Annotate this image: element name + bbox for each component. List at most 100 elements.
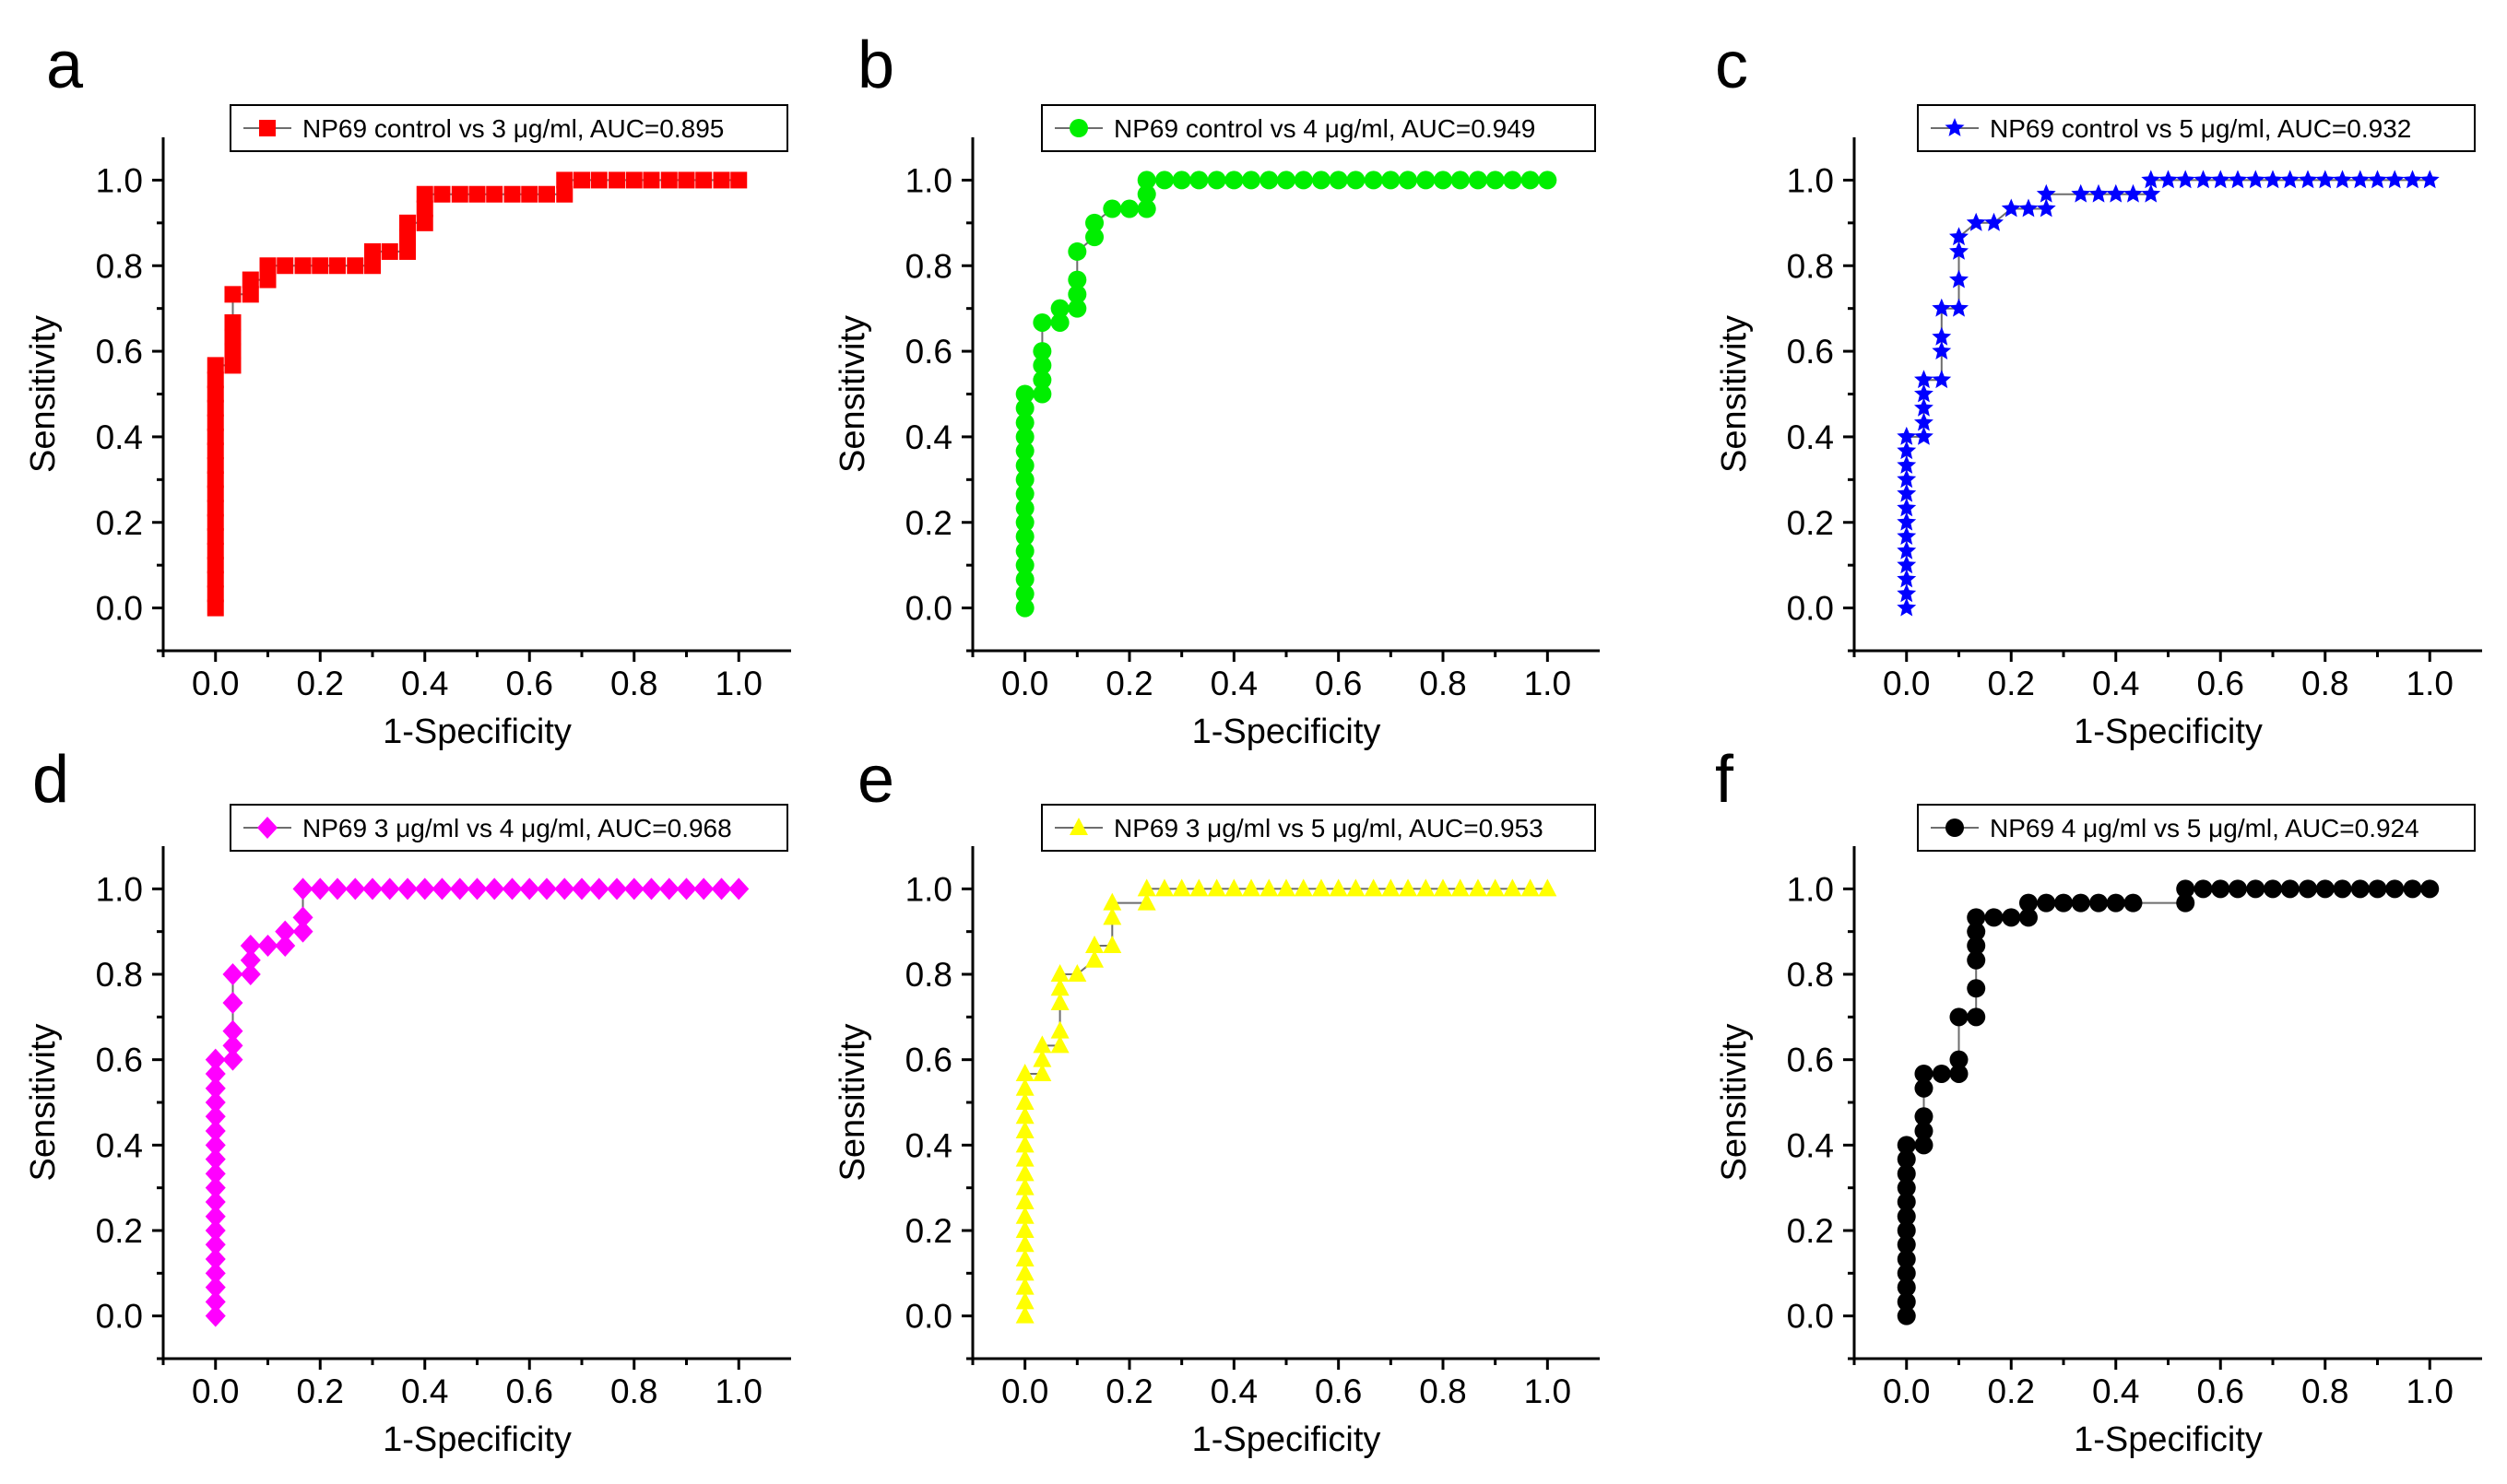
roc-point	[1984, 212, 2004, 231]
x-tick-label: 0.4	[2092, 665, 2139, 702]
legend-label: NP69 control vs 5 μg/ml, AUC=0.932	[1990, 114, 2411, 143]
x-tick-label: 0.8	[610, 665, 657, 702]
x-tick-label: 0.8	[1419, 665, 1466, 702]
roc-point	[2299, 879, 2318, 899]
roc-point	[1294, 171, 1313, 190]
roc-point	[1015, 1220, 1035, 1238]
roc-point	[222, 1034, 243, 1057]
roc-point	[207, 399, 224, 417]
x-tick-label: 0.6	[1315, 1372, 1362, 1410]
roc-point	[536, 877, 557, 901]
roc-point	[1897, 1136, 1916, 1155]
roc-point	[1485, 171, 1505, 190]
roc-point	[1103, 892, 1122, 911]
legend-marker	[257, 817, 278, 839]
roc-point	[1242, 171, 1261, 190]
roc-point	[364, 257, 381, 275]
roc-point	[2403, 879, 2422, 899]
roc-point	[1015, 1277, 1035, 1295]
y-tick-label: 0.8	[1787, 247, 1834, 285]
roc-point	[1468, 878, 1487, 897]
y-axis-title: Sensitivity	[834, 1023, 872, 1181]
roc-point	[1085, 228, 1105, 247]
roc-point	[205, 1304, 226, 1327]
roc-point	[503, 185, 521, 203]
roc-point	[292, 877, 313, 901]
roc-point	[2141, 170, 2161, 189]
roc-point	[222, 1048, 243, 1071]
roc-point	[538, 185, 555, 203]
x-axis-title: 1-Specificity	[2074, 713, 2263, 751]
roc-point	[310, 877, 331, 901]
roc-point	[2158, 170, 2178, 189]
roc-point	[1897, 441, 1917, 460]
y-tick-label: 0.4	[96, 418, 143, 456]
roc-point	[1503, 878, 1522, 897]
legend-marker	[1070, 818, 1088, 835]
roc-point	[588, 877, 609, 901]
x-tick-label: 0.8	[610, 1372, 657, 1410]
roc-point	[207, 500, 224, 517]
roc-point	[1914, 1064, 1933, 1083]
roc-point	[1189, 171, 1209, 190]
roc-point	[1897, 1250, 1916, 1269]
roc-point	[2001, 198, 2021, 218]
roc-point	[1897, 583, 1917, 603]
roc-point	[1120, 199, 1139, 218]
x-tick-label: 0.6	[1315, 665, 1362, 702]
roc-point	[345, 877, 366, 901]
roc-point	[224, 313, 242, 331]
roc-point	[1103, 935, 1122, 953]
y-tick-label: 0.4	[905, 418, 952, 456]
roc-point	[205, 1062, 226, 1085]
roc-point	[1520, 171, 1540, 190]
roc-point	[1015, 1063, 1035, 1081]
roc-point	[556, 171, 574, 189]
roc-point	[1137, 892, 1156, 911]
roc-point	[240, 934, 261, 957]
roc-point	[1050, 312, 1070, 332]
x-tick-label: 0.4	[2092, 1372, 2139, 1410]
roc-point	[607, 877, 628, 901]
roc-point	[379, 877, 400, 901]
roc-point	[416, 185, 433, 203]
legend: NP69 4 μg/ml vs 5 μg/ml, AUC=0.924	[1917, 804, 2476, 852]
roc-point	[1897, 526, 1917, 545]
y-tick-label: 1.0	[96, 161, 143, 199]
roc-point	[1015, 384, 1035, 404]
roc-point	[1967, 979, 1986, 998]
roc-panel-c: c 0.0 0.2 0.4 0.6 0.8 1.0 0.0 0.2 0.4 0.6 0.8 1.0 1-S…	[1715, 29, 2482, 751]
roc-point	[275, 934, 296, 957]
y-tick-label: 0.6	[905, 333, 952, 371]
roc-point	[643, 171, 660, 189]
roc-point	[1015, 1291, 1035, 1310]
roc-point	[205, 1091, 226, 1113]
roc-point	[1259, 171, 1279, 190]
roc-point	[1207, 171, 1226, 190]
roc-point	[1068, 241, 1087, 261]
roc-point	[486, 185, 503, 203]
y-tick-label: 1.0	[1787, 870, 1834, 908]
roc-point	[242, 286, 259, 303]
roc-point	[207, 485, 224, 502]
roc-point	[2018, 198, 2039, 218]
roc-point	[1897, 1221, 1916, 1240]
roc-point	[2194, 879, 2213, 899]
roc-point	[1050, 299, 1070, 318]
roc-point	[1897, 540, 1917, 559]
roc-point	[2420, 879, 2440, 899]
roc-point	[2018, 893, 2038, 913]
legend-box	[1917, 804, 2476, 852]
roc-point	[1949, 269, 1969, 289]
y-tick-label: 0.6	[1787, 333, 1834, 371]
roc-point	[1224, 878, 1244, 897]
roc-point	[2280, 879, 2300, 899]
roc-point	[713, 171, 730, 189]
y-tick-label: 0.6	[905, 1042, 952, 1079]
y-tick-label: 0.2	[96, 1212, 143, 1250]
roc-point	[1897, 1178, 1916, 1197]
roc-point	[1967, 1007, 1986, 1027]
x-tick-label: 0.6	[506, 1372, 553, 1410]
roc-point	[1311, 171, 1330, 190]
roc-point	[205, 1290, 226, 1313]
